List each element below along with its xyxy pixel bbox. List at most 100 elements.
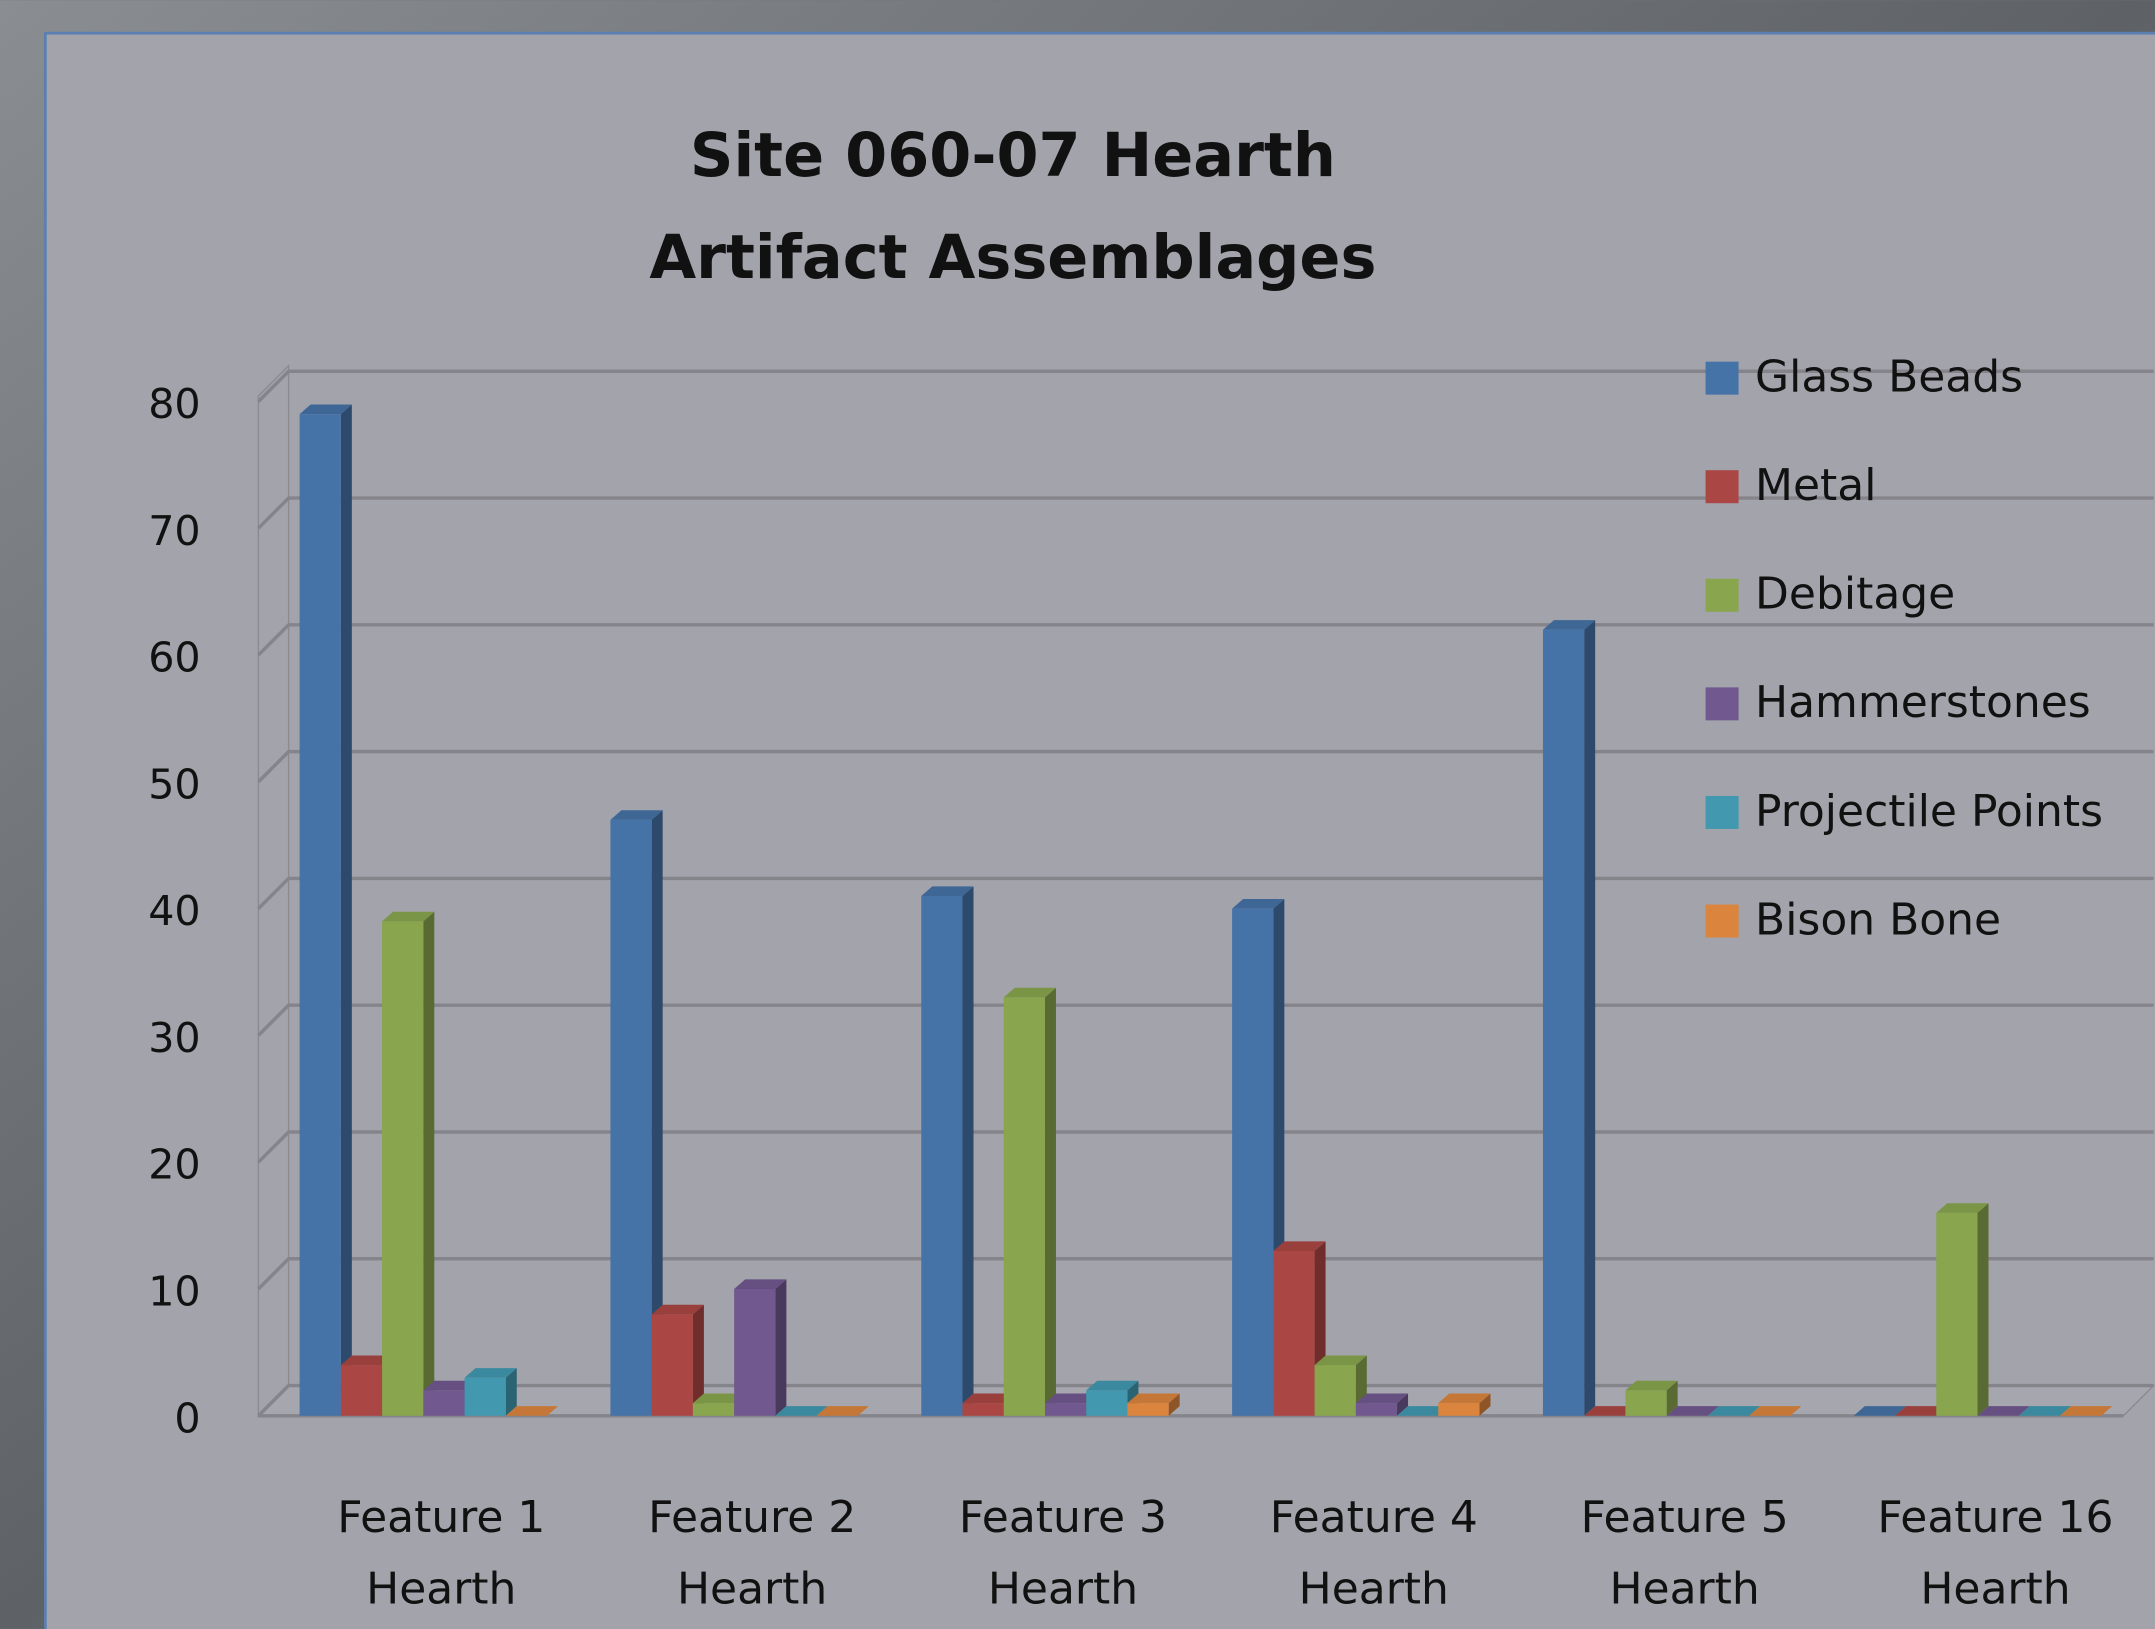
- bar-face: [1977, 1203, 1989, 1416]
- x-tick-label: Hearth: [1609, 1564, 1759, 1615]
- bar-face: [651, 810, 663, 1416]
- legend-label: Projectile Points: [1755, 786, 2103, 837]
- y-tick-label: 60: [148, 634, 200, 682]
- bar-face: [1749, 1406, 1802, 1416]
- bar-face: [1044, 987, 1056, 1416]
- bar-face: [382, 911, 435, 922]
- bar: [382, 911, 435, 1416]
- bar: [1853, 1406, 1907, 1416]
- bar: [1936, 1203, 1989, 1416]
- y-tick-label: 40: [148, 887, 200, 935]
- bar-face: [423, 1390, 465, 1416]
- bar-face: [921, 886, 974, 896]
- legend-swatch: [1705, 795, 1739, 829]
- bar-face: [1168, 1393, 1180, 1416]
- chart-title: Site 060-07 Hearth: [690, 121, 1336, 191]
- bar-face: [651, 1314, 693, 1416]
- x-tick-label: Feature 2: [648, 1492, 856, 1543]
- x-tick-label: Feature 3: [959, 1492, 1167, 1543]
- bar-face: [1086, 1380, 1139, 1391]
- bar-face: [299, 404, 352, 415]
- x-tick-label: Feature 1: [337, 1492, 545, 1543]
- bar-face: [1936, 1203, 1989, 1213]
- bar-face: [1479, 1393, 1491, 1416]
- y-tick-label: 0: [174, 1394, 200, 1442]
- grid-line: [257, 876, 2154, 910]
- bar: [816, 1406, 869, 1416]
- bar: [921, 886, 974, 1416]
- bar-face: [962, 1403, 1004, 1416]
- x-tick-label: Hearth: [988, 1564, 1138, 1615]
- bar-face: [1625, 1380, 1678, 1391]
- bar-face: [1127, 1403, 1169, 1416]
- bar-face: [775, 1406, 828, 1416]
- bar: [1749, 1406, 1802, 1416]
- bar: [1584, 1406, 1637, 1416]
- bar-face: [1666, 1380, 1678, 1416]
- bar-face: [1127, 1393, 1180, 1404]
- bar-face: [1003, 997, 1045, 1416]
- bar-face: [692, 1403, 735, 1416]
- bar-face: [1438, 1393, 1491, 1404]
- bar: [1003, 987, 1056, 1416]
- y-tick-label: 50: [148, 760, 200, 808]
- bar: [734, 1279, 787, 1416]
- bar-face: [505, 1368, 517, 1416]
- legend-swatch: [1705, 687, 1739, 721]
- grid-line: [257, 1383, 2154, 1417]
- grid-line: [257, 749, 2154, 784]
- x-tick-label: Hearth: [1920, 1564, 2070, 1615]
- bar-face: [1438, 1403, 1480, 1416]
- y-tick-label: 70: [148, 507, 200, 555]
- bar: [1086, 1380, 1139, 1416]
- y-tick-label: 20: [148, 1141, 200, 1189]
- bar: [2018, 1406, 2071, 1416]
- bar: [2059, 1406, 2113, 1416]
- bar-face: [340, 404, 352, 1416]
- bar-face: [921, 895, 963, 1416]
- bar: [1625, 1380, 1678, 1416]
- bar-face: [423, 1380, 476, 1391]
- grid-line: [257, 1003, 2154, 1037]
- bar-face: [1853, 1406, 1907, 1416]
- bar-face: [505, 1406, 558, 1416]
- bar: [1397, 1406, 1450, 1416]
- bar-face: [2018, 1406, 2071, 1416]
- bar: [1707, 1406, 1761, 1416]
- bar-face: [1542, 629, 1585, 1416]
- bar-face: [1232, 908, 1274, 1416]
- bar-face: [464, 1377, 506, 1416]
- bar-face: [1936, 1212, 1978, 1416]
- bar-face: [1707, 1406, 1761, 1416]
- bar: [1895, 1406, 1948, 1416]
- bar-face: [692, 1304, 704, 1416]
- bar-face: [651, 1304, 704, 1315]
- bar-face: [1397, 1406, 1450, 1416]
- bar-face: [1273, 1250, 1315, 1416]
- bar-face: [1044, 1403, 1087, 1416]
- bar-face: [775, 1279, 787, 1416]
- legend-label: Glass Beads: [1755, 352, 2023, 403]
- x-tick-label: Feature 5: [1581, 1492, 1789, 1543]
- x-tick-label: Hearth: [1299, 1564, 1449, 1615]
- bar: [1127, 1393, 1180, 1416]
- bar-face: [734, 1288, 776, 1416]
- bar-face: [1314, 1355, 1367, 1366]
- bar-face: [1355, 1393, 1409, 1404]
- bar-face: [1003, 987, 1056, 998]
- y-tick-label: 10: [148, 1267, 200, 1315]
- bar: [1977, 1406, 2030, 1416]
- bar-face: [1584, 1406, 1637, 1416]
- bar: [299, 404, 352, 1416]
- bar-face: [1542, 620, 1596, 630]
- bar-face: [692, 1393, 746, 1404]
- grid-line: [257, 1257, 2154, 1291]
- bar-face: [299, 414, 341, 1416]
- bar: [505, 1406, 558, 1416]
- bar-face: [816, 1406, 869, 1416]
- grid-line: [257, 623, 2154, 657]
- bar-face: [340, 1365, 383, 1416]
- bar: [1314, 1355, 1367, 1416]
- bar-face: [1355, 1403, 1398, 1416]
